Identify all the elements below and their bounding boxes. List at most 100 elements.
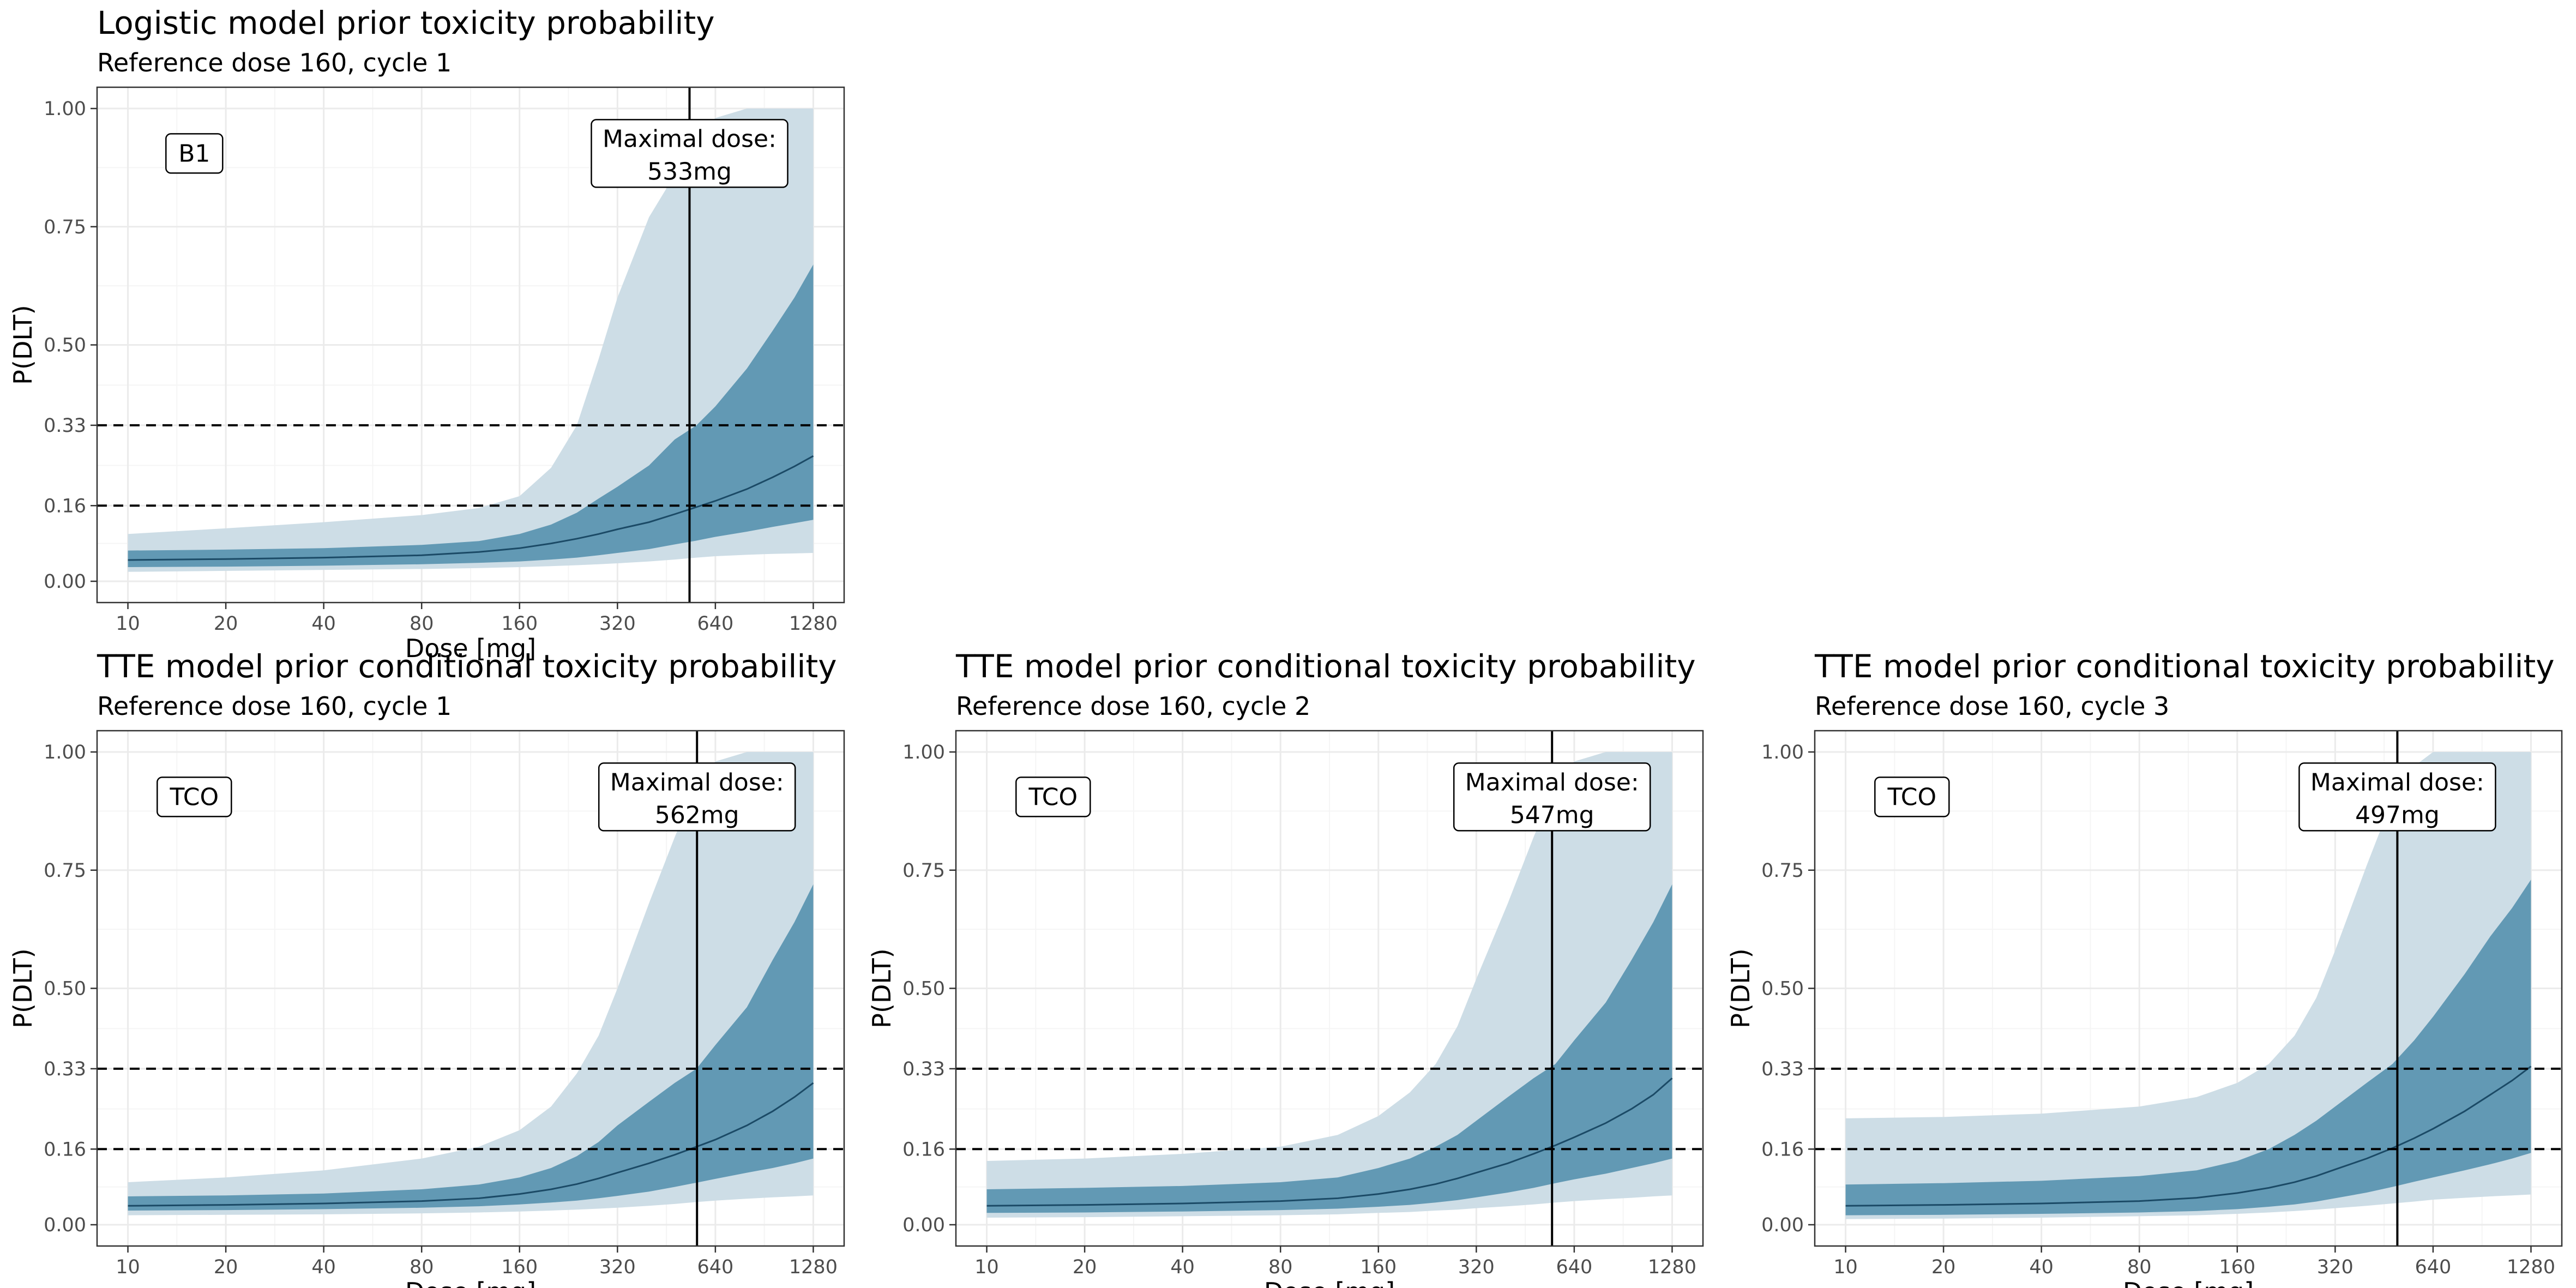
y-tick-label: 0.33: [1761, 1058, 1804, 1080]
y-tick-label: 0.33: [44, 415, 86, 437]
chart-title: TTE model prior conditional toxicity pro…: [97, 648, 837, 685]
plot-area: TCO Maximal dose: 497mg 0.00 0.16 0.33 0.50 0.7…: [1726, 730, 2563, 1288]
y-tick-label: 0.16: [902, 1139, 945, 1160]
x-tick-label: 40: [2029, 1256, 2054, 1278]
y-tick-label: 0.00: [902, 1214, 945, 1236]
plot-area: TCO Maximal dose: 547mg 0.00 0.16 0.33 0.50 0.7…: [867, 730, 1704, 1288]
x-tick-label: 320: [1458, 1256, 1495, 1278]
y-tick-label: 1.00: [44, 98, 86, 120]
model-tag: B1: [178, 140, 210, 167]
model-tag-box: [165, 133, 224, 174]
median-line: [1845, 1066, 2532, 1207]
median-line: [128, 1082, 814, 1207]
x-tick-label: 640: [697, 613, 733, 635]
y-tick-label: 0.16: [44, 1139, 86, 1160]
chart-panel-tte-cycle-1: TTE model prior conditional toxicity pro…: [0, 643, 851, 1288]
y-tick-label: 0.50: [44, 978, 86, 1000]
maximal-dose-label: Maximal dose:: [1465, 768, 1639, 796]
y-tick-label: 1.00: [44, 742, 86, 763]
y-tick-label: 0.75: [44, 216, 86, 238]
maximal-dose-label-box: [1453, 762, 1651, 832]
x-tick-label: 320: [599, 613, 636, 635]
y-tick-label: 1.00: [1761, 742, 1804, 763]
x-axis-title: Dose [mg]: [405, 634, 536, 663]
maximal-dose-label-box: [2298, 762, 2496, 832]
outer-interval-band: [986, 752, 1672, 1218]
y-tick-label: 0.16: [44, 495, 86, 517]
y-tick-label: 0.00: [44, 1214, 86, 1236]
x-tick-label: 10: [116, 1256, 140, 1278]
x-axis-title: Dose [mg]: [1264, 1277, 1395, 1288]
inner-interval-band: [1845, 880, 2531, 1215]
outer-interval-band: [128, 109, 814, 572]
chart-title: TTE model prior conditional toxicity pro…: [956, 648, 1696, 685]
maximal-dose-label-box: [598, 762, 796, 832]
y-tick-label: 0.16: [1761, 1139, 1804, 1160]
x-tick-label: 80: [1268, 1256, 1293, 1278]
chart-subtitle: Reference dose 160, cycle 1: [97, 691, 452, 721]
x-tick-label: 320: [599, 1256, 636, 1278]
y-tick-label: 1.00: [902, 742, 945, 763]
x-tick-label: 20: [214, 1256, 238, 1278]
x-tick-label: 320: [2317, 1256, 2354, 1278]
model-tag-box: [157, 777, 232, 817]
x-tick-label: 80: [2127, 1256, 2152, 1278]
chart-subtitle: Reference dose 160, cycle 1: [97, 48, 452, 77]
x-tick-label: 20: [1931, 1256, 1956, 1278]
median-line: [128, 455, 814, 561]
maximal-dose-value: 533mg: [647, 158, 732, 185]
maximal-dose-label-box: [591, 119, 789, 188]
x-tick-label: 160: [501, 613, 538, 635]
x-tick-label: 40: [1170, 1256, 1195, 1278]
model-tag: TCO: [1887, 783, 1936, 811]
y-axis-title: P(DLT): [1726, 948, 1755, 1028]
y-tick-label: 0.50: [1761, 978, 1804, 1000]
maximal-dose-value: 547mg: [1510, 801, 1594, 829]
maximal-dose-value: 562mg: [655, 801, 739, 829]
x-tick-label: 20: [214, 613, 238, 635]
plot-area: B1 Maximal dose: 533mg 0.00 0.16 0.33 0.50 0.75…: [8, 86, 845, 663]
y-tick-label: 0.75: [1761, 860, 1804, 882]
x-tick-label: 160: [2219, 1256, 2255, 1278]
x-tick-label: 1280: [2507, 1256, 2555, 1278]
x-tick-label: 160: [501, 1256, 538, 1278]
model-tag-box: [1015, 777, 1091, 817]
y-tick-label: 0.50: [44, 335, 86, 357]
maximal-dose-label: Maximal dose:: [603, 125, 777, 153]
chart-title: TTE model prior conditional toxicity pro…: [1815, 648, 2555, 685]
x-tick-label: 80: [410, 613, 434, 635]
x-tick-label: 640: [697, 1256, 733, 1278]
chart-panel-tte-cycle-3: TTE model prior conditional toxicity pro…: [1718, 643, 2568, 1288]
model-tag: TCO: [1028, 783, 1078, 811]
x-tick-label: 10: [116, 613, 140, 635]
x-tick-label: 10: [1833, 1256, 1858, 1278]
maximal-dose-value: 497mg: [2355, 801, 2440, 829]
x-axis-title: Dose [mg]: [2123, 1277, 2254, 1288]
inner-interval-band: [128, 264, 814, 567]
inner-interval-band: [128, 884, 814, 1211]
chart-title: Logistic model prior toxicity probabilit…: [97, 4, 715, 41]
chart-subtitle: Reference dose 160, cycle 3: [1815, 691, 2170, 721]
y-tick-label: 0.33: [902, 1058, 945, 1080]
x-tick-label: 80: [410, 1256, 434, 1278]
inner-interval-band: [986, 884, 1672, 1213]
y-tick-label: 0.50: [902, 978, 945, 1000]
plot-area: TCO Maximal dose: 562mg 0.00 0.16 0.33 0.50 0.7…: [8, 730, 845, 1288]
maximal-dose-label: Maximal dose:: [610, 768, 784, 796]
y-tick-label: 0.75: [902, 860, 945, 882]
x-axis-title: Dose [mg]: [405, 1277, 536, 1288]
x-tick-label: 160: [1360, 1256, 1397, 1278]
x-tick-label: 640: [1556, 1256, 1592, 1278]
model-tag-box: [1874, 777, 1950, 817]
maximal-dose-label: Maximal dose:: [2310, 768, 2484, 796]
x-tick-label: 640: [2415, 1256, 2451, 1278]
x-tick-label: 10: [974, 1256, 999, 1278]
x-tick-label: 40: [311, 613, 336, 635]
y-tick-label: 0.33: [44, 1058, 86, 1080]
y-tick-label: 0.00: [44, 571, 86, 593]
x-tick-label: 1280: [1648, 1256, 1696, 1278]
median-line: [986, 1078, 1673, 1207]
x-tick-label: 1280: [789, 1256, 838, 1278]
chart-panel-tte-cycle-2: TTE model prior conditional toxicity pro…: [859, 643, 1710, 1288]
x-tick-label: 40: [311, 1256, 336, 1278]
